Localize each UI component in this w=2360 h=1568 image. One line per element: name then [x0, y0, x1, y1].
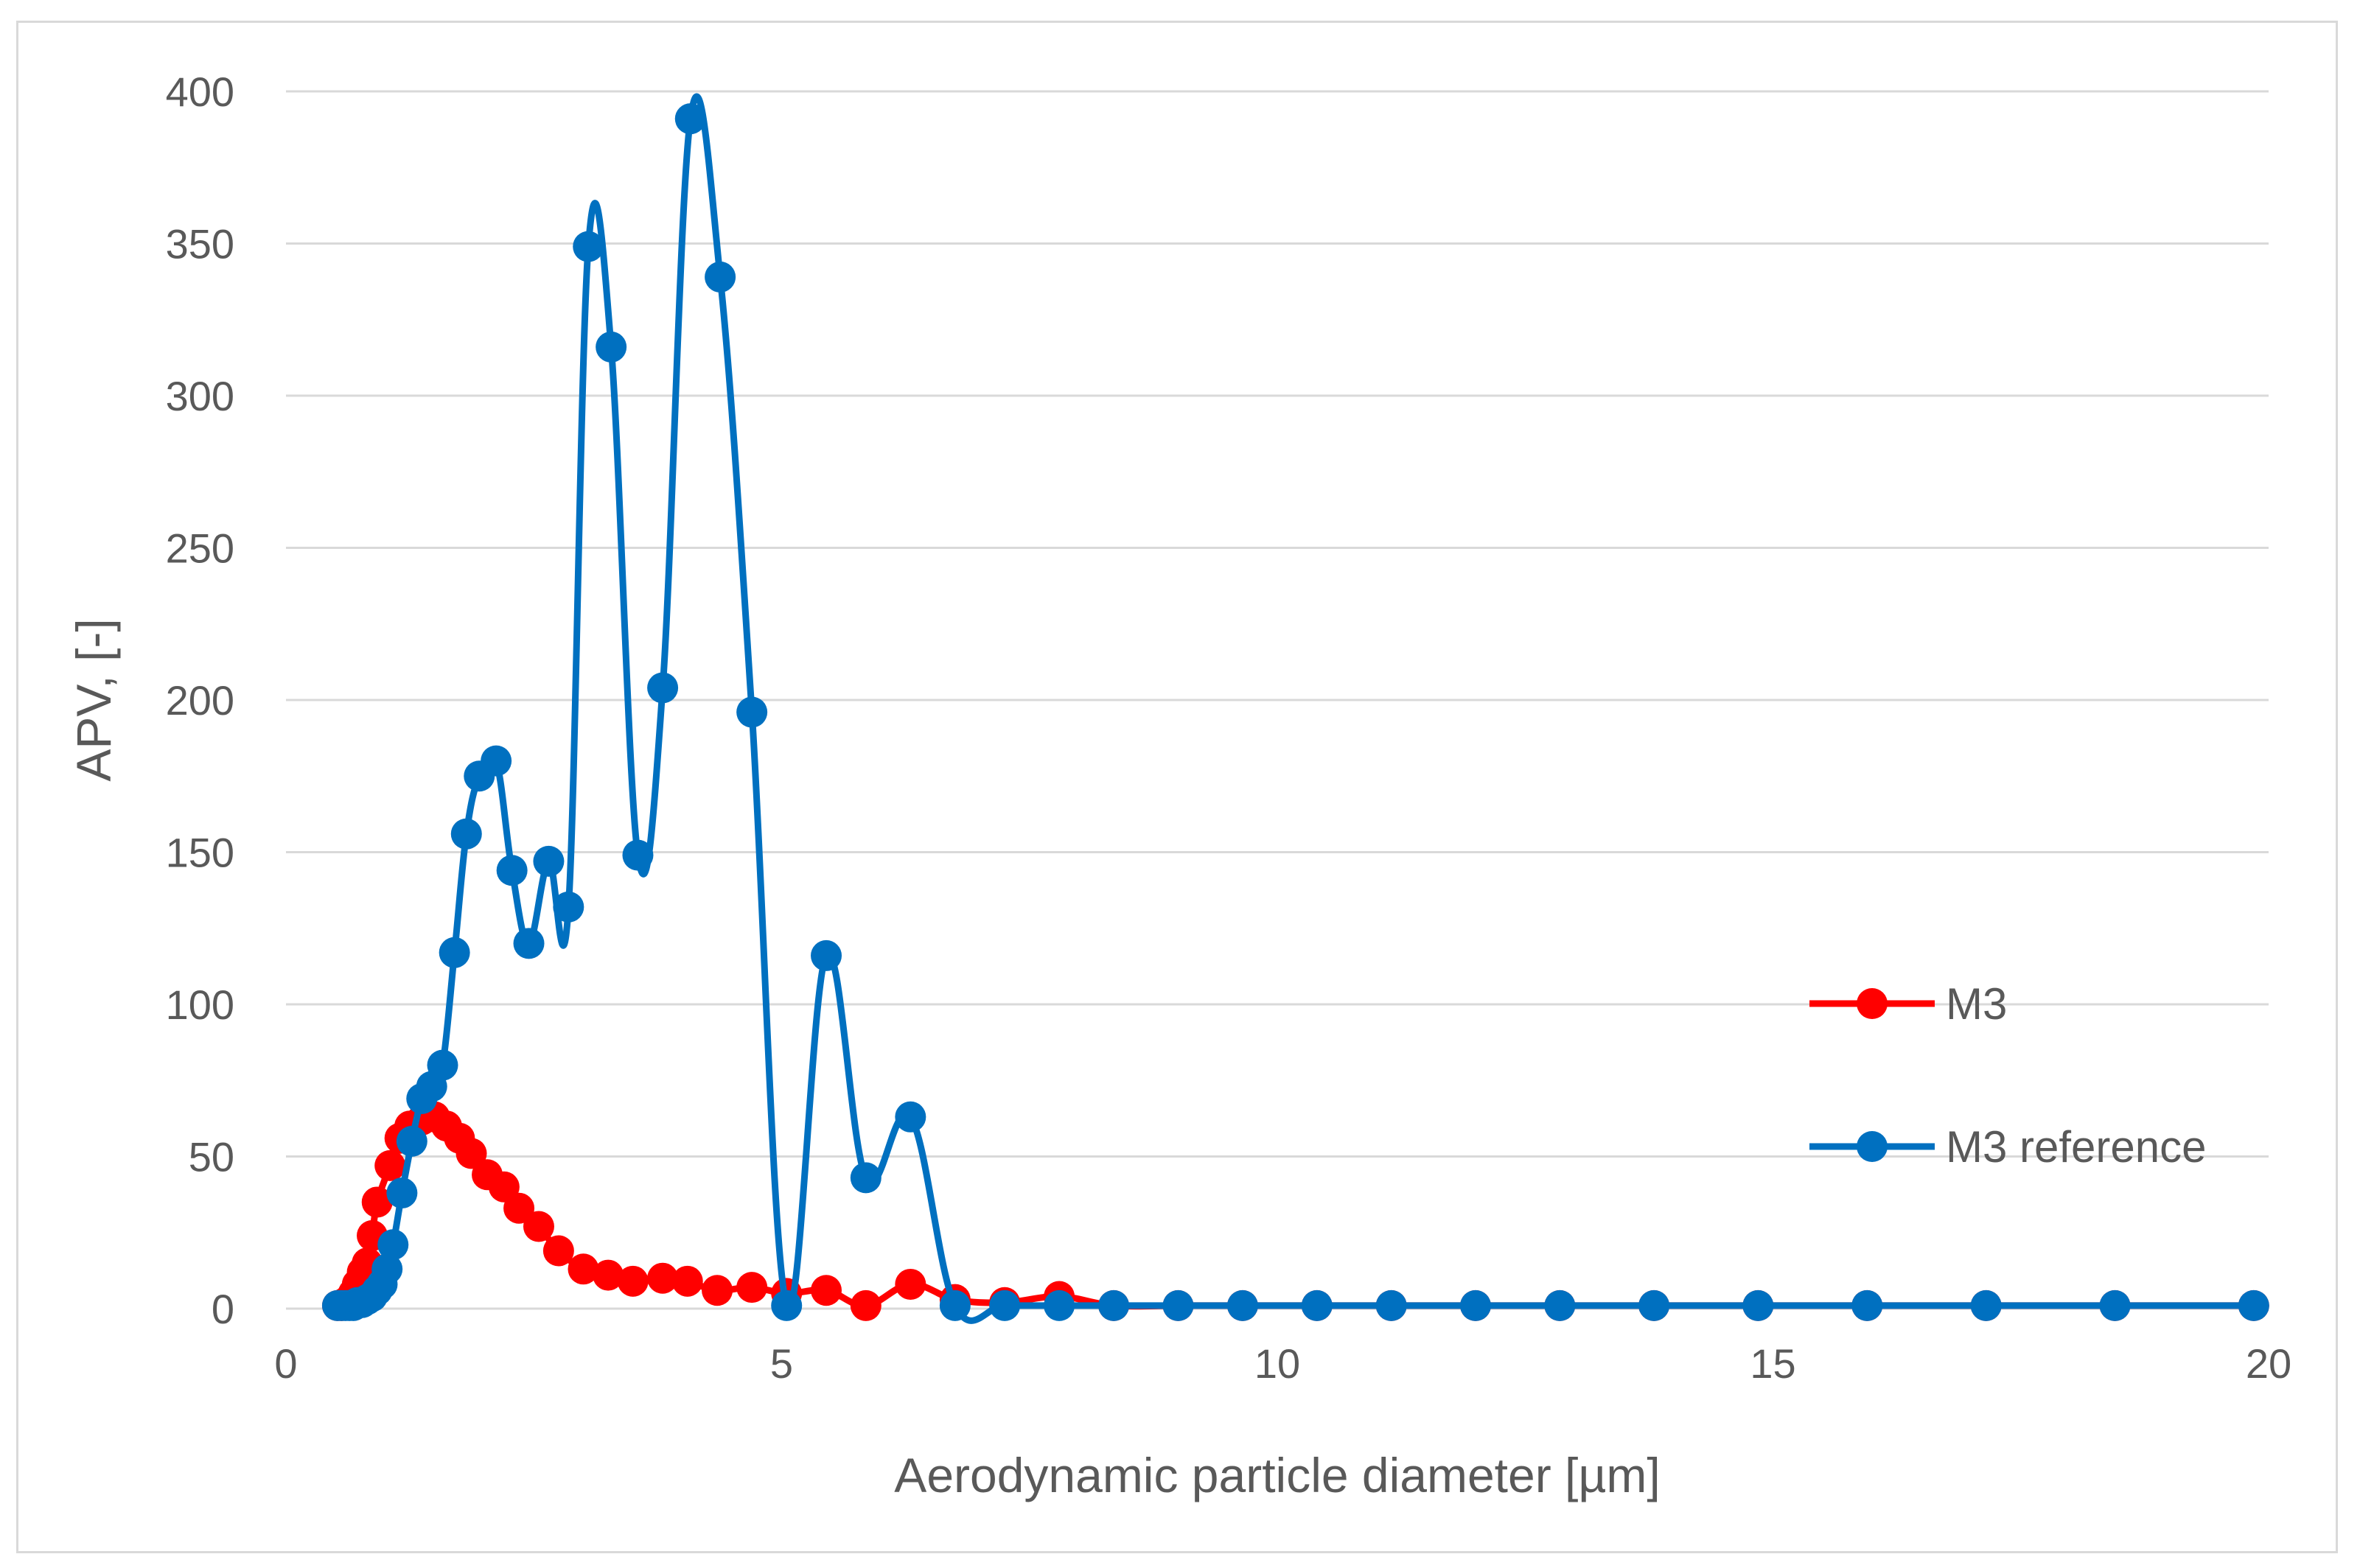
y-tick-label: 0 [212, 1286, 234, 1332]
data-point [674, 103, 706, 135]
data-point [503, 1192, 535, 1224]
data-point [850, 1289, 881, 1321]
x-tick-label: 15 [1750, 1340, 1795, 1387]
legend: M3 M3 reference [1809, 979, 2207, 1172]
y-axis-title: APV, [-] [66, 618, 121, 781]
data-point [513, 928, 545, 959]
data-point [811, 1275, 842, 1306]
y-tick-label: 250 [166, 525, 234, 572]
y-axis-ticks: 0 50 100 150 200 250 300 350 400 [166, 69, 234, 1332]
data-point [647, 1262, 679, 1294]
data-point [427, 1049, 458, 1081]
data-point [1098, 1289, 1130, 1321]
data-point [1544, 1289, 1576, 1321]
data-point [573, 231, 604, 262]
data-point [386, 1177, 418, 1209]
data-point [377, 1229, 409, 1261]
y-tick-label: 200 [166, 677, 234, 724]
data-point [361, 1186, 393, 1218]
y-tick-label: 300 [166, 373, 234, 419]
legend-swatch-marker [1857, 1131, 1888, 1162]
series-group [321, 93, 2269, 1324]
legend-item: M3 [1809, 979, 2007, 1029]
y-tick-label: 400 [166, 69, 234, 115]
x-tick-label: 20 [2246, 1340, 2291, 1387]
x-tick-label: 10 [1254, 1340, 1300, 1387]
y-tick-label: 350 [166, 221, 234, 267]
data-point [705, 261, 736, 293]
x-axis-ticks: 0 5 10 15 20 [274, 1340, 2291, 1387]
data-point [647, 672, 679, 704]
legend-label: M3 [1946, 979, 2007, 1029]
data-point [702, 1275, 733, 1306]
data-point [895, 1268, 926, 1300]
data-point [989, 1289, 1021, 1321]
data-point [1970, 1289, 2002, 1321]
data-point [455, 1138, 487, 1169]
data-point [1742, 1289, 1774, 1321]
data-point [1301, 1289, 1333, 1321]
y-tick-label: 100 [166, 981, 234, 1028]
data-point [523, 1211, 554, 1242]
data-point [596, 331, 627, 363]
data-point [1851, 1289, 1883, 1321]
data-point [2238, 1289, 2269, 1321]
data-point [1375, 1289, 1407, 1321]
data-point [1460, 1289, 1491, 1321]
data-point [771, 1289, 803, 1321]
data-point [568, 1253, 599, 1285]
x-tick-label: 5 [770, 1340, 793, 1387]
data-point [1162, 1289, 1194, 1321]
data-point [593, 1259, 624, 1291]
data-point [939, 1289, 971, 1321]
data-point [553, 891, 584, 923]
data-point [371, 1253, 403, 1285]
gridlines [286, 90, 2269, 1158]
legend-swatch-marker [1857, 988, 1888, 1019]
data-point [850, 1162, 881, 1194]
data-point [481, 745, 512, 777]
data-point [542, 1235, 574, 1267]
data-point [439, 937, 470, 968]
legend-label: M3 reference [1946, 1122, 2207, 1172]
legend-item: M3 reference [1809, 1122, 2207, 1172]
data-point [1044, 1289, 1075, 1321]
y-tick-label: 150 [166, 830, 234, 876]
data-point [622, 839, 654, 871]
data-point [374, 1149, 406, 1181]
data-point [811, 939, 842, 971]
data-point [1226, 1289, 1258, 1321]
data-point [396, 1125, 427, 1157]
data-point [671, 1265, 703, 1297]
data-point [617, 1265, 649, 1297]
data-point [496, 855, 528, 886]
series-m3-reference [321, 93, 2269, 1324]
data-point [2099, 1289, 2131, 1321]
data-point [533, 845, 565, 877]
x-tick-label: 0 [274, 1340, 297, 1387]
data-point [736, 696, 768, 728]
data-point [450, 818, 482, 850]
data-point [895, 1101, 926, 1133]
y-tick-label: 50 [189, 1134, 234, 1180]
data-point [1638, 1289, 1670, 1321]
x-axis-title: Aerodynamic particle diameter [µm] [894, 1448, 1660, 1502]
data-point [736, 1272, 768, 1303]
